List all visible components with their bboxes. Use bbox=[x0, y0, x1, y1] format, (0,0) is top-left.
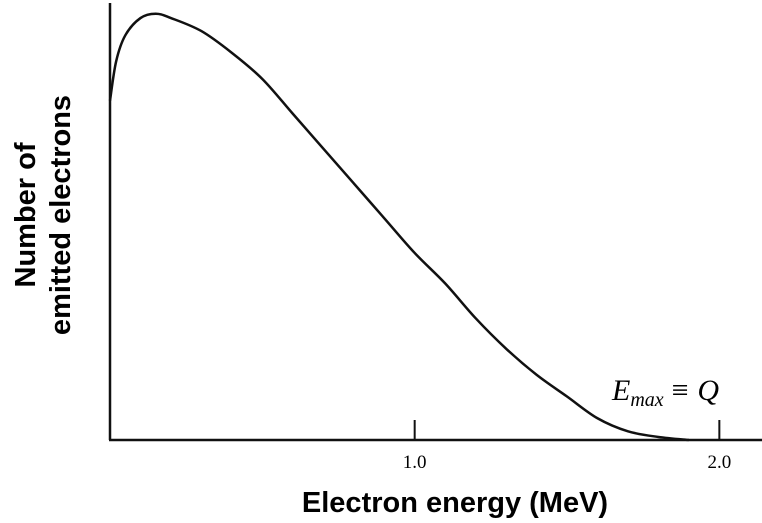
x-axis-label: Electron energy (MeV) bbox=[302, 487, 608, 519]
y-axis-label: emitted electrons bbox=[45, 95, 77, 335]
line bbox=[108, 12, 690, 442]
annotation-relation: ≡ Q bbox=[670, 374, 720, 407]
x-tick-label: 2.0 bbox=[707, 452, 731, 473]
x-tick-label: 1.0 bbox=[403, 452, 427, 473]
annotation: Emax ≡ Q bbox=[611, 374, 719, 411]
annotation-subscript: max bbox=[630, 389, 663, 411]
annotation-symbol: E bbox=[611, 374, 630, 407]
y-axis-label: Number of bbox=[10, 142, 42, 287]
